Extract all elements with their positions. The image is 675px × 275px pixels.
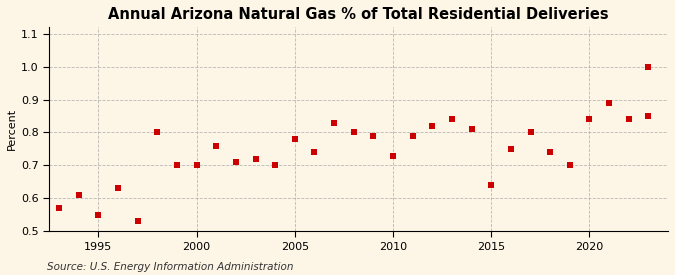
Point — [329, 120, 340, 125]
Point — [348, 130, 359, 135]
Y-axis label: Percent: Percent — [7, 108, 17, 150]
Point — [447, 117, 458, 122]
Point — [230, 160, 241, 164]
Point — [93, 213, 104, 217]
Point — [603, 101, 614, 105]
Point — [368, 134, 379, 138]
Point — [270, 163, 281, 167]
Title: Annual Arizona Natural Gas % of Total Residential Deliveries: Annual Arizona Natural Gas % of Total Re… — [109, 7, 609, 22]
Point — [152, 130, 163, 135]
Point — [113, 186, 124, 191]
Point — [506, 147, 516, 151]
Point — [643, 65, 654, 69]
Text: Source: U.S. Energy Information Administration: Source: U.S. Energy Information Administ… — [47, 262, 294, 272]
Point — [564, 163, 575, 167]
Point — [466, 127, 477, 131]
Point — [545, 150, 556, 155]
Point — [54, 206, 65, 210]
Point — [407, 134, 418, 138]
Point — [74, 193, 84, 197]
Point — [624, 117, 634, 122]
Point — [250, 156, 261, 161]
Point — [486, 183, 497, 187]
Point — [427, 124, 437, 128]
Point — [171, 163, 182, 167]
Point — [584, 117, 595, 122]
Point — [643, 114, 654, 118]
Point — [211, 144, 221, 148]
Point — [132, 219, 143, 224]
Point — [191, 163, 202, 167]
Point — [525, 130, 536, 135]
Point — [309, 150, 320, 155]
Point — [387, 153, 398, 158]
Point — [290, 137, 300, 141]
